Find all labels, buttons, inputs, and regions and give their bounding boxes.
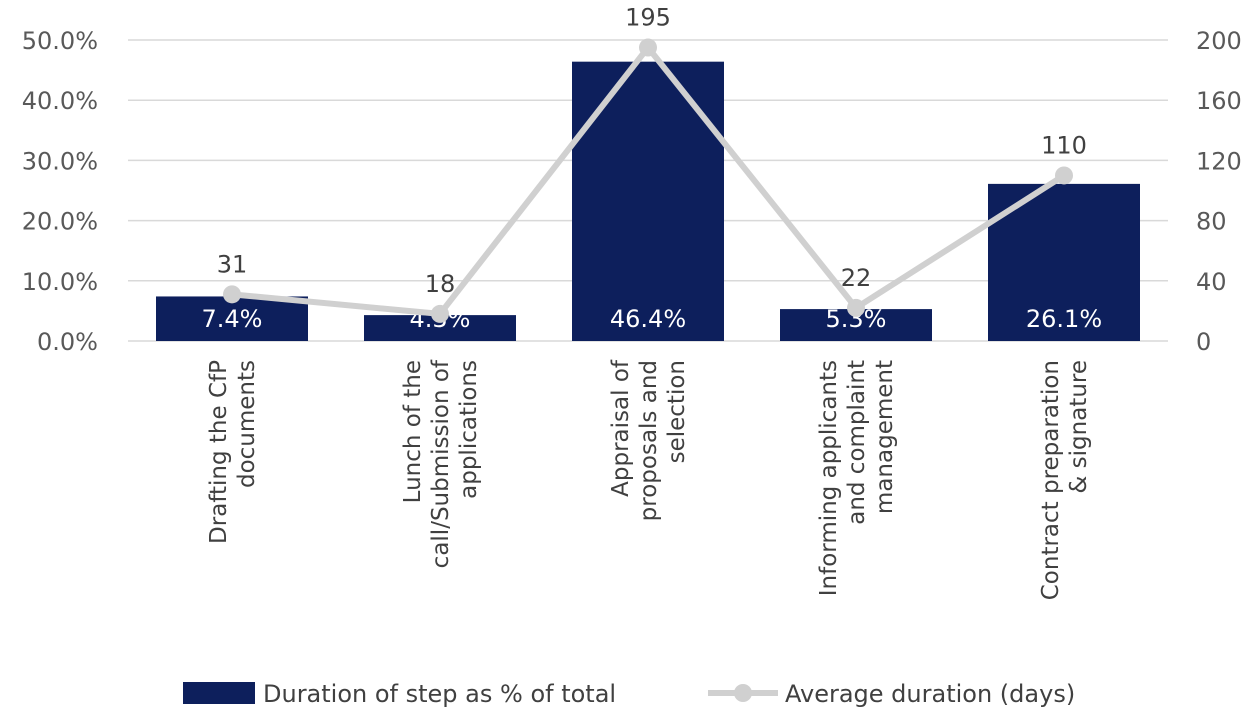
right-tick-label: 80 bbox=[1196, 208, 1227, 236]
left-tick-label: 20.0% bbox=[22, 208, 98, 236]
right-tick-label: 40 bbox=[1196, 268, 1227, 296]
line-data-label: 31 bbox=[217, 250, 248, 278]
right-tick-label: 0 bbox=[1196, 328, 1211, 356]
category-label-line: proposals and bbox=[636, 360, 662, 521]
legend-bar-swatch bbox=[183, 682, 255, 704]
category-label-line: applications bbox=[456, 360, 482, 499]
legend-line-marker bbox=[734, 684, 752, 702]
category-label-line: and complaint bbox=[844, 360, 870, 525]
line-point bbox=[431, 304, 449, 323]
category-label-line: Appraisal of bbox=[608, 359, 634, 497]
bar-data-label: 7.4% bbox=[202, 305, 263, 333]
left-tick-label: 0.0% bbox=[37, 328, 98, 356]
category-label-line: Drafting the CfP bbox=[206, 360, 232, 544]
category-label: Informing applicants and complaint managem… bbox=[816, 360, 898, 596]
category-label: Contract preparation & signature bbox=[1038, 360, 1092, 600]
line-point bbox=[847, 298, 865, 317]
bar bbox=[572, 61, 724, 342]
legend-line-label: Average duration (days) bbox=[785, 680, 1075, 708]
category-label-line: & signature bbox=[1066, 360, 1092, 494]
category-labels: Drafting the CfP documents Lunch of the cal… bbox=[206, 359, 1092, 600]
category-label: Appraisal of proposals and selection bbox=[608, 359, 690, 521]
left-axis-ticks: 0.0% 10.0% 20.0% 30.0% 40.0% 50.0% bbox=[22, 27, 98, 356]
line-series: 31 18 195 22 110 bbox=[217, 4, 1087, 323]
left-tick-label: 10.0% bbox=[22, 268, 98, 296]
right-tick-label: 160 bbox=[1196, 87, 1242, 115]
right-tick-label: 200 bbox=[1196, 27, 1242, 55]
line-data-label: 110 bbox=[1041, 131, 1087, 159]
left-tick-label: 50.0% bbox=[22, 27, 98, 55]
line-point bbox=[639, 38, 657, 57]
right-tick-label: 120 bbox=[1196, 147, 1242, 175]
category-label: Drafting the CfP documents bbox=[206, 360, 260, 544]
category-label-line: call/Submission of bbox=[428, 359, 454, 568]
category-label: Lunch of the call/Submission of applicatio… bbox=[400, 359, 482, 568]
bar bbox=[156, 296, 308, 341]
line-point bbox=[1055, 166, 1073, 185]
right-axis-ticks: 0 40 80 120 160 200 bbox=[1196, 27, 1242, 356]
category-label-line: selection bbox=[664, 360, 690, 463]
legend: Duration of step as % of total Average d… bbox=[183, 680, 1075, 708]
line-data-label: 18 bbox=[425, 270, 456, 298]
bar-data-label: 26.1% bbox=[1026, 305, 1102, 333]
bar-data-label: 46.4% bbox=[610, 305, 686, 333]
line-data-label: 22 bbox=[841, 264, 872, 292]
category-label-line: Lunch of the bbox=[400, 360, 426, 503]
left-tick-label: 40.0% bbox=[22, 87, 98, 115]
category-label-line: Informing applicants bbox=[816, 360, 842, 596]
left-tick-label: 30.0% bbox=[22, 147, 98, 175]
line-data-label: 195 bbox=[625, 4, 671, 32]
category-label-line: documents bbox=[234, 360, 260, 488]
legend-bar-label: Duration of step as % of total bbox=[263, 680, 616, 708]
category-label-line: Contract preparation bbox=[1038, 360, 1064, 600]
line-point bbox=[223, 285, 241, 304]
category-label-line: management bbox=[872, 360, 898, 514]
